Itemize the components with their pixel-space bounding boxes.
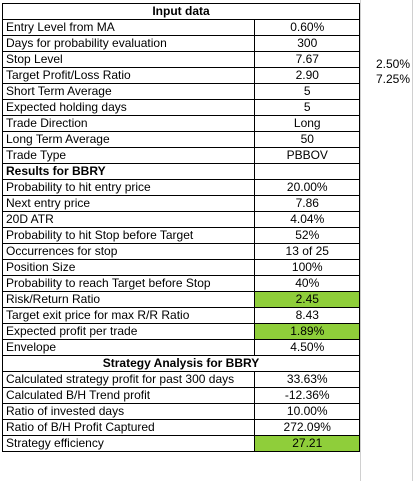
row-value-cell[interactable]: 300	[254, 35, 360, 52]
row-value-cell[interactable]: 100%	[254, 259, 360, 276]
row-value-cell[interactable]: 10.00%	[254, 403, 360, 420]
row-label: Entry Level from MA	[2, 19, 256, 36]
table-row: Calculated strategy profit for past 300 …	[2, 371, 360, 388]
row-label: Probability to hit entry price	[2, 179, 256, 196]
table-row: Trade Direction Long	[2, 115, 360, 132]
table-row: Probability to reach Target before Stop 4…	[2, 275, 360, 292]
row-value-cell[interactable]: 5	[254, 83, 360, 100]
table-row: Calculated B/H Trend profit -12.36%	[2, 387, 360, 404]
table-row: 20D ATR 4.04%	[2, 211, 360, 228]
row-label: Position Size	[2, 259, 256, 276]
table-row: Trade Type PBBOV	[2, 147, 360, 164]
table-row: Position Size 100%	[2, 259, 360, 276]
row-label: Short Term Average	[2, 83, 256, 100]
row-value-cell[interactable]: PBBOV	[254, 147, 360, 164]
gridline	[360, 0, 361, 481]
table-row: Target exit price for max R/R Ratio 8.43	[2, 307, 360, 324]
row-label: Ratio of B/H Profit Captured	[2, 419, 256, 436]
row-value-cell[interactable]: 7.86	[254, 195, 360, 212]
row-value-cell[interactable]: 272.09%	[254, 419, 360, 436]
gridline	[412, 0, 413, 481]
input-header: Input data	[2, 3, 360, 20]
row-label: Expected holding days	[2, 99, 256, 116]
strategy-header: Strategy Analysis for BBRY	[2, 355, 360, 372]
table-row: Expected holding days 5	[2, 99, 360, 116]
row-value-cell[interactable]: Long	[254, 115, 360, 132]
stop-pct-cell[interactable]: 2.50%	[375, 57, 410, 71]
row-value-cell[interactable]: 4.50%	[254, 339, 360, 356]
row-label: Target exit price for max R/R Ratio	[2, 307, 256, 324]
data-table: Input data Entry Level from MA 0.60% Days …	[2, 3, 360, 452]
row-value-cell[interactable]: 1.89%	[254, 323, 360, 340]
row-value-cell[interactable]: 40%	[254, 275, 360, 292]
row-value-cell[interactable]: 13 of 25	[254, 243, 360, 260]
row-value-cell[interactable]: 50	[254, 131, 360, 148]
table-row: Envelope 4.50%	[2, 339, 360, 356]
target-pct-cell[interactable]: 7.25%	[375, 72, 410, 86]
row-label: Probability to reach Target before Stop	[2, 275, 256, 292]
table-row: Ratio of B/H Profit Captured 272.09%	[2, 419, 360, 436]
table-row: Days for probability evaluation 300	[2, 35, 360, 52]
row-value-cell[interactable]: 8.43	[254, 307, 360, 324]
row-label: Long Term Average	[2, 131, 256, 148]
row-value-cell[interactable]: 0.60%	[254, 19, 360, 36]
row-value-cell[interactable]: 7.67	[254, 51, 360, 68]
row-label: Risk/Return Ratio	[2, 291, 256, 308]
row-label: Ratio of invested days	[2, 403, 256, 420]
table-row: Probability to hit entry price 20.00%	[2, 179, 360, 196]
table-row: Ratio of invested days 10.00%	[2, 403, 360, 420]
table-row: Risk/Return Ratio 2.45	[2, 291, 360, 308]
row-label: Trade Type	[2, 147, 256, 164]
row-label: Probability to hit Stop before Target	[2, 227, 256, 244]
table-row: Long Term Average 50	[2, 131, 360, 148]
row-value-cell[interactable]: 5	[254, 99, 360, 116]
row-label: Calculated B/H Trend profit	[2, 387, 256, 404]
row-value-cell[interactable]: 33.63%	[254, 371, 360, 388]
row-value-cell[interactable]: 2.90	[254, 67, 360, 84]
results-header: Results for BBRY	[2, 163, 256, 180]
row-value-cell[interactable]: 2.45	[254, 291, 360, 308]
row-label: Trade Direction	[2, 115, 256, 132]
table-row: Expected profit per trade 1.89%	[2, 323, 360, 340]
row-label: Envelope	[2, 339, 256, 356]
row-label: Calculated strategy profit for past 300 …	[2, 371, 256, 388]
row-label: Days for probability evaluation	[2, 35, 256, 52]
row-label: Occurrences for stop	[2, 243, 256, 260]
row-value-cell[interactable]: 4.04%	[254, 211, 360, 228]
row-value-cell[interactable]: 52%	[254, 227, 360, 244]
row-value-cell[interactable]: 20.00%	[254, 179, 360, 196]
table-row: Entry Level from MA 0.60%	[2, 19, 360, 36]
table-row: Probability to hit Stop before Target 52%	[2, 227, 360, 244]
table-row: Target Profit/Loss Ratio 2.90	[2, 67, 360, 84]
table-row: Strategy efficiency 27.21	[2, 435, 360, 452]
row-label: 20D ATR	[2, 211, 256, 228]
table-row: Next entry price 7.86	[2, 195, 360, 212]
row-label: Target Profit/Loss Ratio	[2, 67, 256, 84]
table-row: Occurrences for stop 13 of 25	[2, 243, 360, 260]
row-value-cell[interactable]: 27.21	[254, 435, 360, 452]
row-label: Strategy efficiency	[2, 435, 256, 452]
row-label: Next entry price	[2, 195, 256, 212]
row-value-cell[interactable]: -12.36%	[254, 387, 360, 404]
table-row: Short Term Average 5	[2, 83, 360, 100]
row-label: Expected profit per trade	[2, 323, 256, 340]
row-label: Stop Level	[2, 51, 256, 68]
table-row: Stop Level 7.67	[2, 51, 360, 68]
